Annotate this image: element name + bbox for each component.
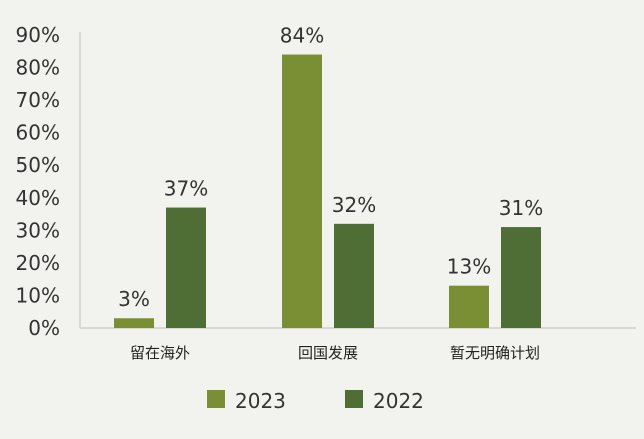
legend-swatch-2023 bbox=[207, 390, 225, 408]
data-label: 84% bbox=[280, 24, 324, 48]
data-label: 32% bbox=[332, 193, 376, 217]
y-tick-label: 40% bbox=[16, 186, 60, 210]
bar-2022 bbox=[501, 227, 541, 328]
y-tick-label: 0% bbox=[28, 316, 60, 340]
data-label: 13% bbox=[447, 255, 491, 279]
bar-2023 bbox=[114, 318, 154, 328]
legend-swatch-2022 bbox=[345, 390, 363, 408]
data-label: 3% bbox=[118, 287, 150, 311]
y-tick-label: 70% bbox=[16, 88, 60, 112]
legend-label: 2022 bbox=[373, 389, 424, 413]
y-tick-label: 30% bbox=[16, 218, 60, 242]
bar-2022 bbox=[166, 207, 206, 328]
y-tick-label: 90% bbox=[16, 23, 60, 47]
y-tick-label: 10% bbox=[16, 283, 60, 307]
bar-2023 bbox=[282, 54, 322, 329]
bar-2022 bbox=[334, 223, 374, 328]
y-tick-label: 60% bbox=[16, 121, 60, 145]
legend-label: 2023 bbox=[235, 389, 286, 413]
y-tick-label: 80% bbox=[16, 56, 60, 80]
x-category-label: 暂无明确计划 bbox=[450, 344, 540, 362]
y-tick-label: 50% bbox=[16, 153, 60, 177]
data-label: 31% bbox=[499, 196, 543, 220]
bar-2023 bbox=[449, 285, 489, 328]
data-label: 37% bbox=[164, 177, 208, 201]
x-category-label: 回国发展 bbox=[298, 344, 358, 362]
y-tick-label: 20% bbox=[16, 251, 60, 275]
x-category-label: 留在海外 bbox=[130, 344, 190, 362]
